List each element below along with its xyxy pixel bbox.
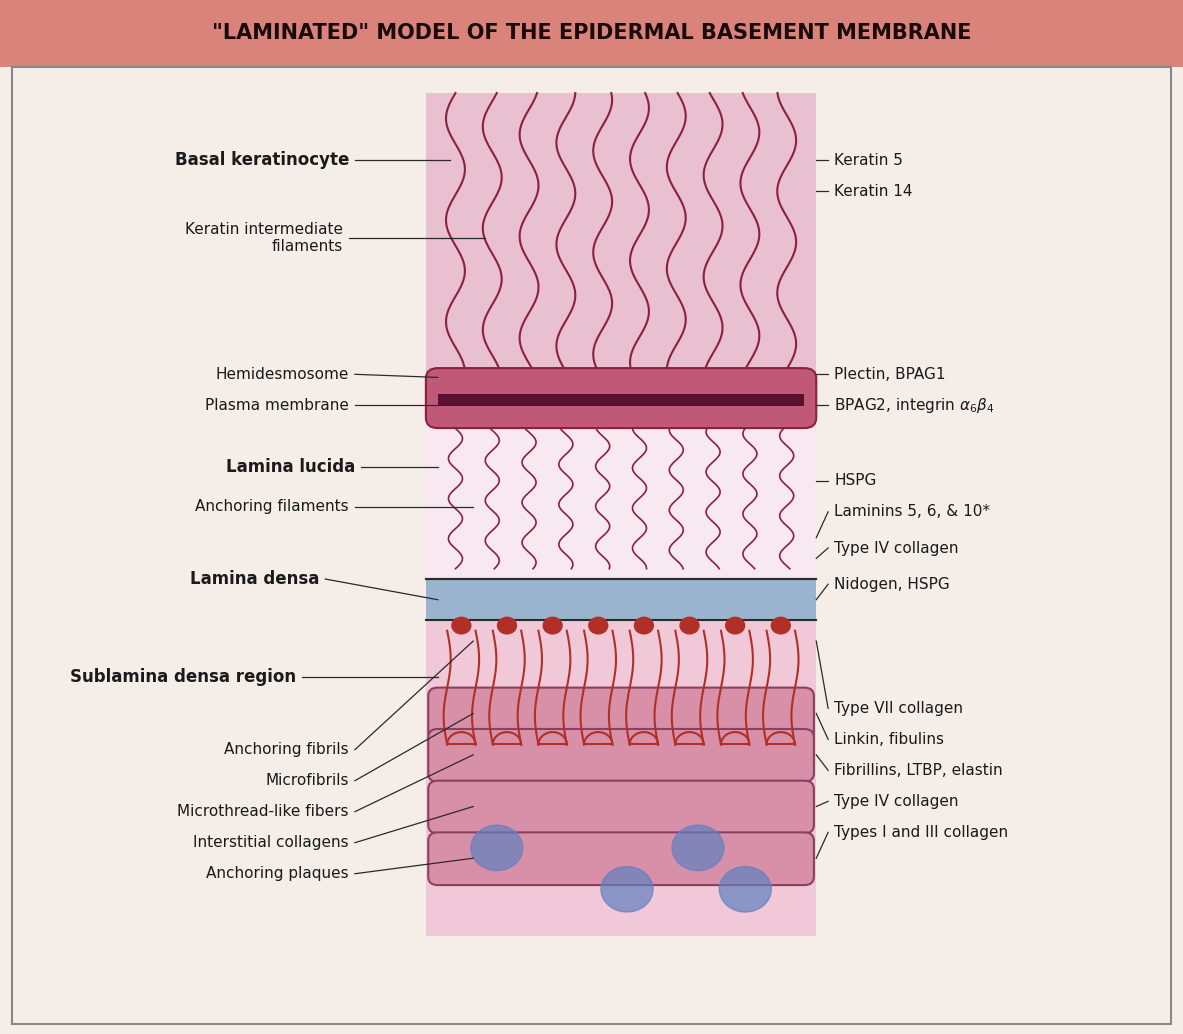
Circle shape	[601, 866, 653, 912]
Text: Microfibrils: Microfibrils	[265, 773, 349, 788]
Circle shape	[471, 825, 523, 871]
Text: "LAMINATED" MODEL OF THE EPIDERMAL BASEMENT MEMBRANE: "LAMINATED" MODEL OF THE EPIDERMAL BASEM…	[212, 23, 971, 43]
Circle shape	[543, 617, 562, 634]
Circle shape	[719, 866, 771, 912]
Text: Laminins 5, 6, & 10*: Laminins 5, 6, & 10*	[834, 505, 990, 519]
Text: Anchoring fibrils: Anchoring fibrils	[225, 742, 349, 757]
Text: Hemidesmosome: Hemidesmosome	[215, 367, 349, 382]
Circle shape	[725, 617, 744, 634]
Text: Plasma membrane: Plasma membrane	[205, 398, 349, 413]
FancyBboxPatch shape	[0, 0, 1183, 67]
Text: Anchoring plaques: Anchoring plaques	[206, 866, 349, 881]
Text: HSPG: HSPG	[834, 474, 877, 488]
Text: Lamina densa: Lamina densa	[190, 570, 319, 588]
Circle shape	[672, 825, 724, 871]
Text: Lamina lucida: Lamina lucida	[226, 458, 355, 477]
Text: BPAG2, integrin $\alpha_6\beta_4$: BPAG2, integrin $\alpha_6\beta_4$	[834, 396, 995, 415]
Circle shape	[452, 617, 471, 634]
Circle shape	[498, 617, 517, 634]
FancyBboxPatch shape	[426, 93, 816, 398]
FancyBboxPatch shape	[428, 729, 814, 782]
Circle shape	[634, 617, 653, 634]
Text: Types I and III collagen: Types I and III collagen	[834, 825, 1008, 840]
Text: Nidogen, HSPG: Nidogen, HSPG	[834, 577, 950, 591]
Text: Keratin intermediate
filaments: Keratin intermediate filaments	[185, 221, 343, 254]
Text: Keratin 5: Keratin 5	[834, 153, 903, 168]
Text: Anchoring filaments: Anchoring filaments	[195, 499, 349, 514]
Text: Basal keratinocyte: Basal keratinocyte	[175, 151, 349, 170]
FancyBboxPatch shape	[428, 832, 814, 885]
Circle shape	[680, 617, 699, 634]
Circle shape	[771, 617, 790, 634]
Text: Type IV collagen: Type IV collagen	[834, 794, 958, 809]
FancyBboxPatch shape	[426, 620, 816, 936]
Text: Interstitial collagens: Interstitial collagens	[193, 835, 349, 850]
Text: Linkin, fibulins: Linkin, fibulins	[834, 732, 944, 747]
Text: Type IV collagen: Type IV collagen	[834, 541, 958, 555]
Bar	[438, 394, 804, 406]
Text: Plectin, BPAG1: Plectin, BPAG1	[834, 367, 945, 382]
Text: Fibrillins, LTBP, elastin: Fibrillins, LTBP, elastin	[834, 763, 1003, 778]
FancyBboxPatch shape	[428, 781, 814, 833]
Text: Keratin 14: Keratin 14	[834, 184, 912, 199]
FancyBboxPatch shape	[428, 688, 814, 740]
Circle shape	[589, 617, 608, 634]
FancyBboxPatch shape	[426, 398, 816, 579]
Text: Microthread-like fibers: Microthread-like fibers	[177, 804, 349, 819]
Text: Type VII collagen: Type VII collagen	[834, 701, 963, 716]
Text: Sublamina densa region: Sublamina densa region	[70, 668, 296, 687]
FancyBboxPatch shape	[426, 579, 816, 620]
FancyBboxPatch shape	[426, 368, 816, 428]
